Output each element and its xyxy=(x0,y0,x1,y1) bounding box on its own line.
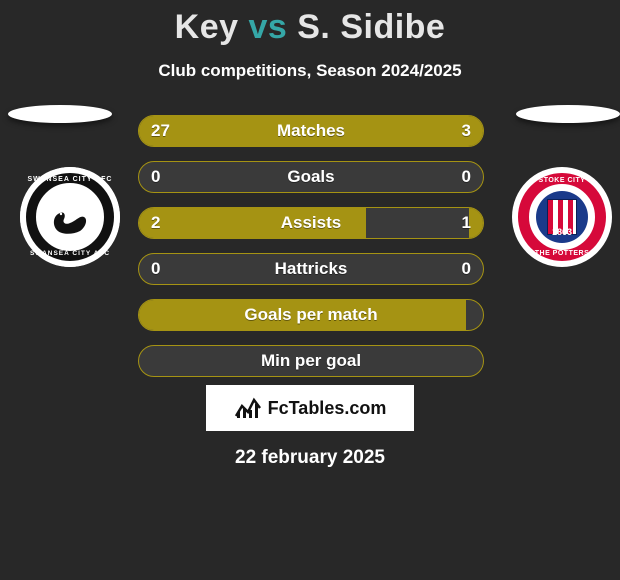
stat-bar-row: Matches27 3 xyxy=(138,115,484,147)
stat-bars: Matches273Goals00Assists21Hattricks00Goa… xyxy=(138,115,484,391)
swan-icon xyxy=(50,201,90,235)
stat-bar-left-value: 2 xyxy=(151,213,160,233)
comparison-arena: SWANSEA CITY AFC SWANSEA CITY AFC STOKE … xyxy=(0,115,620,375)
stat-bar-label: Goals per match xyxy=(139,305,483,325)
brand-icon xyxy=(234,396,262,420)
brand-box: FcTables.com xyxy=(206,385,414,431)
stoke-bottom-text: THE POTTERS xyxy=(512,250,612,257)
club-shadow-left xyxy=(8,105,112,123)
footer-date: 22 february 2025 xyxy=(0,447,620,469)
brand-text: FcTables.com xyxy=(268,398,387,419)
swansea-bottom-text: SWANSEA CITY AFC xyxy=(20,250,120,257)
stat-bar-label: Assists xyxy=(139,213,483,233)
stat-bar-label: Matches xyxy=(139,121,483,141)
stat-bar-right-value: 0 xyxy=(462,167,471,187)
stoke-year: 1863 xyxy=(547,227,577,237)
swansea-top-text: SWANSEA CITY AFC xyxy=(20,176,120,183)
stat-bar-label: Hattricks xyxy=(139,259,483,279)
stat-bar-row: Goals0 0 xyxy=(138,161,484,193)
stat-bar-row: Hattricks0 0 xyxy=(138,253,484,285)
subtitle: Club competitions, Season 2024/2025 xyxy=(0,61,620,81)
stat-bar-left-value: 0 xyxy=(151,167,160,187)
comparison-title: Key vs S. Sidibe xyxy=(0,0,620,47)
club-badge-right: STOKE CITY 1863 THE POTTERS xyxy=(512,167,612,267)
stoke-top-text: STOKE CITY xyxy=(512,177,612,184)
stat-bar-row: Goals per match xyxy=(138,299,484,331)
vs-label: vs xyxy=(248,8,287,46)
club-shadow-right xyxy=(516,105,620,123)
stat-bar-right-value: 1 xyxy=(462,213,471,233)
stat-bar-right-value: 0 xyxy=(462,259,471,279)
player2-name: S. Sidibe xyxy=(297,8,445,46)
stat-bar-left-value: 0 xyxy=(151,259,160,279)
club-badge-left: SWANSEA CITY AFC SWANSEA CITY AFC xyxy=(20,167,120,267)
stoke-inner: 1863 xyxy=(536,191,588,243)
swansea-badge: SWANSEA CITY AFC SWANSEA CITY AFC xyxy=(20,167,120,267)
player1-name: Key xyxy=(175,8,239,46)
stat-bar-row: Min per goal xyxy=(138,345,484,377)
stat-bar-left-value: 27 xyxy=(151,121,170,141)
stat-bar-label: Goals xyxy=(139,167,483,187)
stat-bar-label: Min per goal xyxy=(139,351,483,371)
stat-bar-right-value: 3 xyxy=(462,121,471,141)
stoke-badge: STOKE CITY 1863 THE POTTERS xyxy=(512,167,612,267)
stat-bar-row: Assists2 1 xyxy=(138,207,484,239)
